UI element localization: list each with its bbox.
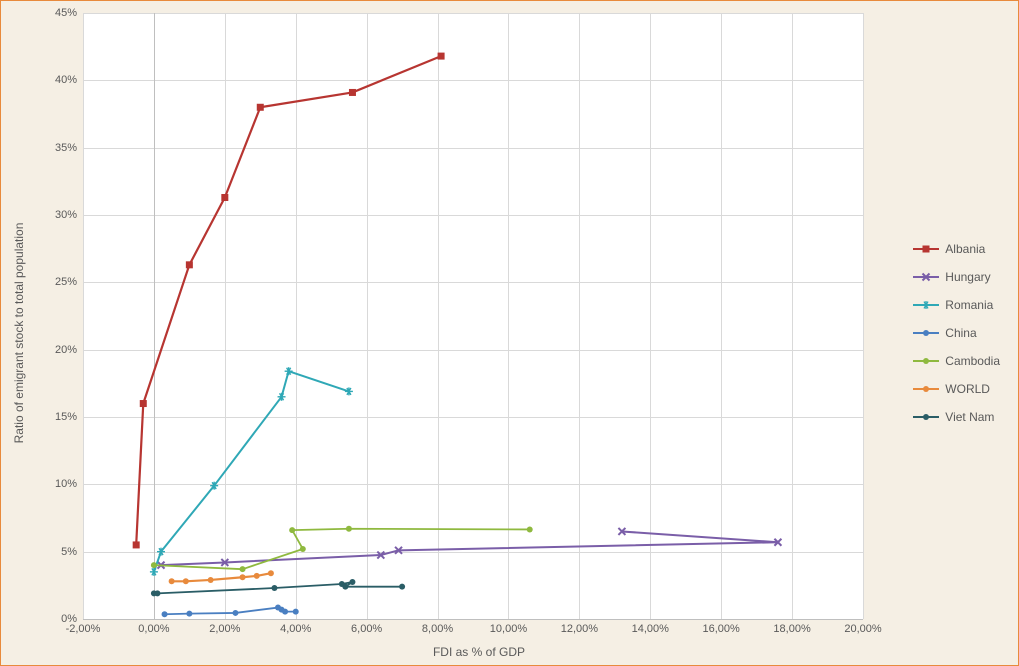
legend-item-viet-nam: Viet Nam	[913, 403, 1000, 431]
x-tick-label: -2,00%	[66, 623, 101, 635]
marker-world	[183, 578, 189, 584]
legend-item-cambodia: Cambodia	[913, 347, 1000, 375]
marker-cambodia	[527, 526, 533, 532]
y-tick-label: 35%	[55, 142, 77, 154]
marker-china	[293, 609, 299, 615]
x-axis-line	[83, 619, 863, 620]
series-line-viet-nam	[154, 582, 402, 593]
legend-label: Cambodia	[945, 354, 1000, 368]
x-tick-label: 2,00%	[209, 623, 240, 635]
legend-label: Albania	[945, 242, 985, 256]
marker-china	[162, 611, 168, 617]
legend-label: Romania	[945, 298, 993, 312]
legend: Albania Hungary Romania China Cambodia WORLD V…	[913, 235, 1000, 431]
marker-albania	[349, 89, 356, 96]
legend-marker-icon	[921, 383, 931, 397]
marker-china	[186, 611, 192, 617]
marker-viet-nam	[154, 590, 160, 596]
x-tick-label: 14,00%	[632, 623, 669, 635]
legend-marker-icon	[921, 355, 931, 369]
marker-cambodia	[289, 527, 295, 533]
legend-swatch	[913, 248, 939, 250]
marker-world	[268, 570, 274, 576]
x-tick-label: 20,00%	[844, 623, 881, 635]
legend-marker-icon	[921, 299, 931, 313]
marker-albania	[140, 400, 147, 407]
legend-item-china: China	[913, 319, 1000, 347]
legend-label: Hungary	[945, 270, 990, 284]
marker-viet-nam	[399, 584, 405, 590]
legend-swatch	[913, 360, 939, 362]
y-tick-label: 40%	[55, 74, 77, 86]
legend-marker-icon	[921, 243, 931, 257]
marker-viet-nam	[271, 585, 277, 591]
marker-albania	[257, 104, 264, 111]
legend-marker-icon	[921, 271, 931, 285]
x-tick-label: 0,00%	[138, 623, 169, 635]
legend-marker-icon	[921, 327, 931, 341]
marker-world	[254, 573, 260, 579]
x-tick-label: 16,00%	[703, 623, 740, 635]
y-tick-label: 25%	[55, 276, 77, 288]
marker-albania	[221, 194, 228, 201]
legend-swatch	[913, 416, 939, 418]
y-tick-label: 15%	[55, 411, 77, 423]
x-axis-title: FDI as % of GDP	[433, 645, 525, 659]
legend-label: Viet Nam	[945, 410, 994, 424]
marker-cambodia	[240, 566, 246, 572]
marker-albania	[186, 261, 193, 268]
marker-romania	[285, 367, 293, 375]
x-tick-label: 12,00%	[561, 623, 598, 635]
plot-area: 0%5%10%15%20%25%30%35%40%45%-2,00%0,00%2…	[83, 13, 863, 619]
legend-item-albania: Albania	[913, 235, 1000, 263]
y-tick-label: 45%	[55, 7, 77, 19]
x-tick-label: 18,00%	[773, 623, 810, 635]
marker-viet-nam	[342, 584, 348, 590]
series-line-romania	[154, 371, 349, 572]
x-tick-label: 10,00%	[490, 623, 527, 635]
x-tick-label: 6,00%	[351, 623, 382, 635]
marker-world	[208, 577, 214, 583]
legend-item-hungary: Hungary	[913, 263, 1000, 291]
series-svg	[83, 13, 863, 619]
y-tick-label: 20%	[55, 344, 77, 356]
marker-romania	[345, 387, 353, 395]
chart-frame: Ratio of emigrant stock to total populat…	[0, 0, 1019, 666]
series-line-albania	[136, 56, 441, 545]
legend-swatch	[913, 388, 939, 390]
grid-line-v	[863, 13, 864, 619]
marker-albania	[133, 541, 140, 548]
y-tick-label: 5%	[61, 546, 77, 558]
legend-marker-icon	[921, 411, 931, 425]
series-line-hungary	[161, 531, 778, 565]
marker-viet-nam	[349, 579, 355, 585]
y-tick-label: 30%	[55, 209, 77, 221]
legend-item-romania: Romania	[913, 291, 1000, 319]
legend-swatch	[913, 304, 939, 306]
marker-romania	[150, 568, 158, 576]
legend-swatch	[913, 332, 939, 334]
x-tick-label: 4,00%	[280, 623, 311, 635]
legend-label: WORLD	[945, 382, 990, 396]
marker-cambodia	[151, 562, 157, 568]
marker-world	[169, 578, 175, 584]
x-tick-label: 8,00%	[422, 623, 453, 635]
y-tick-label: 10%	[55, 478, 77, 490]
legend-swatch	[913, 276, 939, 278]
marker-china	[232, 610, 238, 616]
marker-china	[282, 609, 288, 615]
marker-albania	[438, 53, 445, 60]
marker-world	[240, 574, 246, 580]
marker-cambodia	[346, 526, 352, 532]
y-axis-title: Ratio of emigrant stock to total populat…	[12, 223, 26, 444]
legend-label: China	[945, 326, 976, 340]
marker-cambodia	[300, 546, 306, 552]
legend-item-world: WORLD	[913, 375, 1000, 403]
